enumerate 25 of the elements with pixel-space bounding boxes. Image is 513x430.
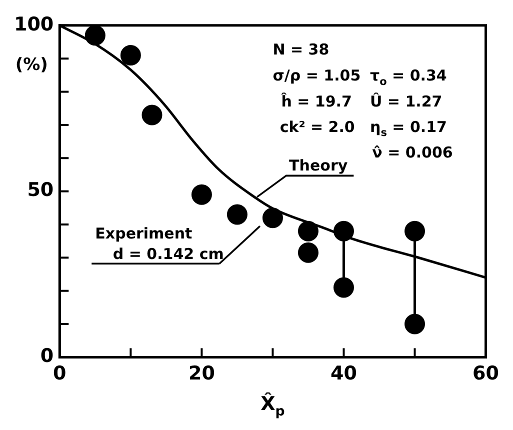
y-tick-label: 0 [40, 345, 54, 368]
annotation: ĥ = 19.7 [280, 92, 352, 110]
y-axis-title: (%) [15, 54, 48, 75]
point [262, 208, 283, 228]
annotation: σ/ρ = 1.05 [272, 66, 361, 85]
annotation: N = 38 [272, 40, 330, 59]
point [404, 314, 426, 334]
x-tick-label: 40 [330, 362, 357, 385]
annotation: Û = 1.27 [370, 92, 442, 110]
text: Theory [289, 156, 348, 174]
point [191, 184, 212, 205]
point [226, 204, 248, 225]
annotation: ν̂ = 0.006 [372, 144, 453, 162]
point [333, 277, 354, 298]
point [120, 45, 141, 66]
point [298, 220, 318, 242]
point [142, 104, 162, 126]
x-tick-label: 60 [472, 362, 500, 385]
y-tick-label: 100 [14, 13, 54, 36]
x-tick-label: 20 [188, 362, 215, 385]
point [404, 220, 426, 242]
series-label: Experiment d = 0.142 cm [95, 224, 224, 263]
point [298, 242, 318, 263]
annotation: ck² = 2.0 [280, 118, 355, 136]
y-tick-label: 50 [27, 179, 54, 202]
